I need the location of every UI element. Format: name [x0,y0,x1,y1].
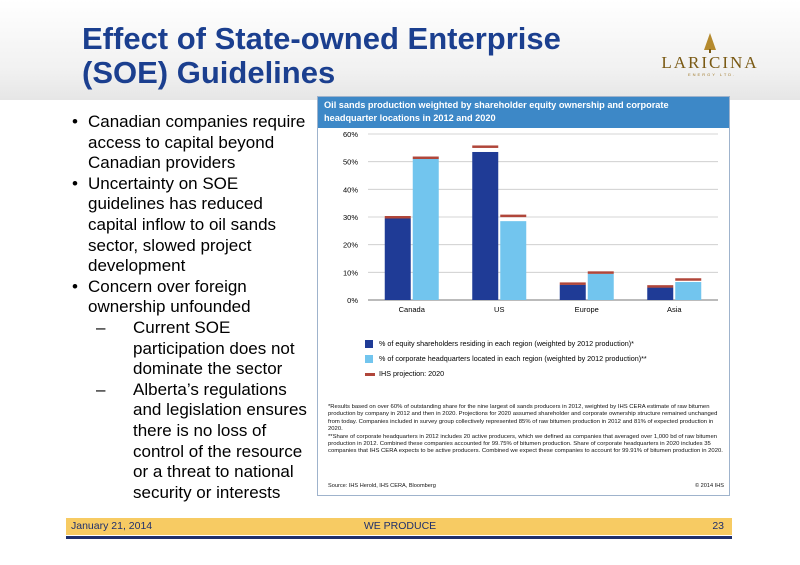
y-tick-label: 30% [343,213,358,222]
footnote: *Results based on over 60% of outstandin… [328,404,718,433]
x-tick-label: US [494,305,504,314]
chart-title: Oil sands production weighted by shareho… [318,97,729,128]
y-tick-label: 60% [343,130,358,139]
bar [500,221,527,300]
logo-subtitle: ENERGY LTD. [688,72,737,77]
y-tick-label: 10% [343,268,358,277]
projection-marker [500,214,527,218]
legend-label: % of equity shareholders residing in eac… [379,339,634,348]
projection-marker [384,216,411,219]
chart-legend: % of equity shareholders residing in eac… [365,338,725,383]
projection-marker [412,156,439,160]
legend-item: % of corporate headquarters located in e… [365,353,725,368]
footer-date: January 21, 2014 [71,520,153,532]
slide-title: Effect of State-owned Enterprise (SOE) G… [82,21,561,90]
projection-marker [587,271,614,274]
y-tick-label: 50% [343,158,358,167]
bar [647,287,674,300]
footnote: **Share of corporate headquarters in 201… [328,433,723,455]
projection-marker [647,285,674,288]
chart-footnotes: *Results based on over 60% of outstandin… [328,404,723,456]
bullet-item: Concern over foreign ownership unfounded [70,277,310,318]
legend-item: % of equity shareholders residing in eac… [365,338,725,353]
y-tick-label: 40% [343,185,358,194]
sub-bullet-item: Current SOE participation does not domin… [70,318,310,380]
legend-swatch [365,373,375,376]
legend-label: % of corporate headquarters located in e… [379,354,647,363]
chart-source: Source: IHS Herold, IHS CERA, Bloomberg [328,483,436,489]
bar [587,273,614,300]
legend-label: IHS projection: 2020 [379,369,445,378]
title-band [0,0,800,100]
logo-wordmark: LARICINA [661,53,759,72]
chart-copyright: © 2014 IHS [695,483,724,489]
legend-swatch [365,340,373,348]
bar [384,218,411,300]
x-tick-label: Europe [575,305,599,314]
projection-marker [559,282,586,285]
footer-bar [66,518,732,535]
legend-swatch [365,355,373,363]
footer-tagline: WE PRODUCE [363,520,437,532]
bullet-item: Uncertainty on SOE guidelines has reduce… [70,174,310,277]
bar [412,158,439,300]
x-tick-label: Canada [399,305,426,314]
bullet-item: Canadian companies require access to cap… [70,112,310,174]
chart-panel: Oil sands production weighted by shareho… [317,96,730,496]
page-number: 23 [712,520,724,532]
bullet-list: Canadian companies require access to cap… [70,112,310,503]
sub-bullet-item: Alberta’s regulations and legislation en… [70,380,310,504]
bar [472,151,499,300]
laricina-logo: LARICINA ENERGY LTD. [650,32,770,80]
footer-rule [66,536,732,539]
legend-item: IHS projection: 2020 [365,368,725,383]
y-tick-label: 20% [343,241,358,250]
projection-marker [472,145,499,148]
bar-chart: 0% 10% 20% 30% 40% 50% 60% Canada US Europe Asia [343,130,718,314]
y-tick-label: 0% [347,296,358,305]
logo-tree-icon [704,33,716,53]
bar [675,282,702,300]
projection-marker [675,278,702,281]
x-tick-label: Asia [667,305,682,314]
bar [559,284,586,300]
